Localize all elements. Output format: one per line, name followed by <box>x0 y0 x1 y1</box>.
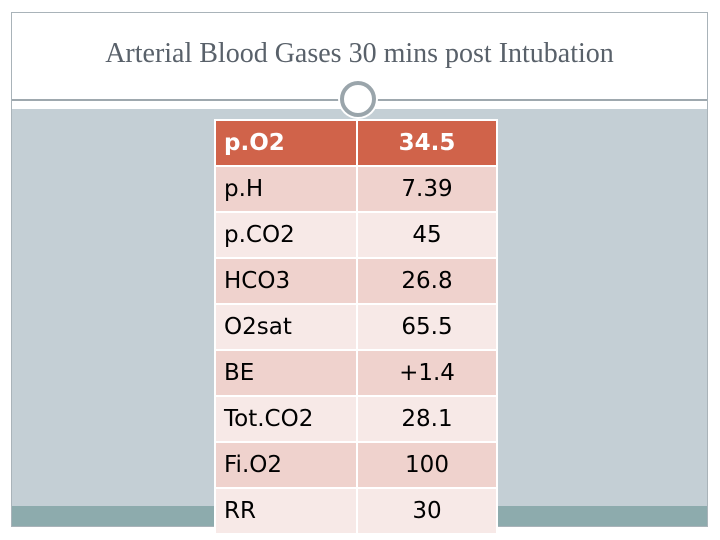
parameter-value: 34.5 <box>357 119 498 167</box>
parameter-value: 100 <box>357 441 498 489</box>
blood-gas-table-body: p.O2 34.5 p.H 7.39 p.CO2 45 HCO3 26.8 O2… <box>214 119 498 535</box>
parameter-label: p.CO2 <box>214 211 358 259</box>
parameter-label: Tot.CO2 <box>214 395 358 443</box>
parameter-label: Fi.O2 <box>214 441 358 489</box>
table-row: HCO3 26.8 <box>214 257 498 305</box>
slide-title: Arterial Blood Gases 30 mins post Intuba… <box>105 38 614 69</box>
parameter-value: 26.8 <box>357 257 498 305</box>
table-row: Fi.O2 100 <box>214 441 498 489</box>
blood-gas-table: p.O2 34.5 p.H 7.39 p.CO2 45 HCO3 26.8 O2… <box>214 119 498 535</box>
parameter-label: BE <box>214 349 358 397</box>
parameter-label: p.O2 <box>214 119 358 167</box>
table-row: p.O2 34.5 <box>214 119 498 167</box>
parameter-value: 28.1 <box>357 395 498 443</box>
table-row: p.H 7.39 <box>214 165 498 213</box>
parameter-value: 65.5 <box>357 303 498 351</box>
table-row: Tot.CO2 28.1 <box>214 395 498 443</box>
table-row: p.CO2 45 <box>214 211 498 259</box>
table-row: BE +1.4 <box>214 349 498 397</box>
parameter-value: 7.39 <box>357 165 498 213</box>
parameter-value: 45 <box>357 211 498 259</box>
parameter-label: O2sat <box>214 303 358 351</box>
table-row: O2sat 65.5 <box>214 303 498 351</box>
parameter-label: HCO3 <box>214 257 358 305</box>
parameter-value: 30 <box>357 487 498 535</box>
parameter-label: p.H <box>214 165 358 213</box>
circle-ornament-icon <box>340 81 376 117</box>
table-row: RR 30 <box>214 487 498 535</box>
parameter-value: +1.4 <box>357 349 498 397</box>
parameter-label: RR <box>214 487 358 535</box>
